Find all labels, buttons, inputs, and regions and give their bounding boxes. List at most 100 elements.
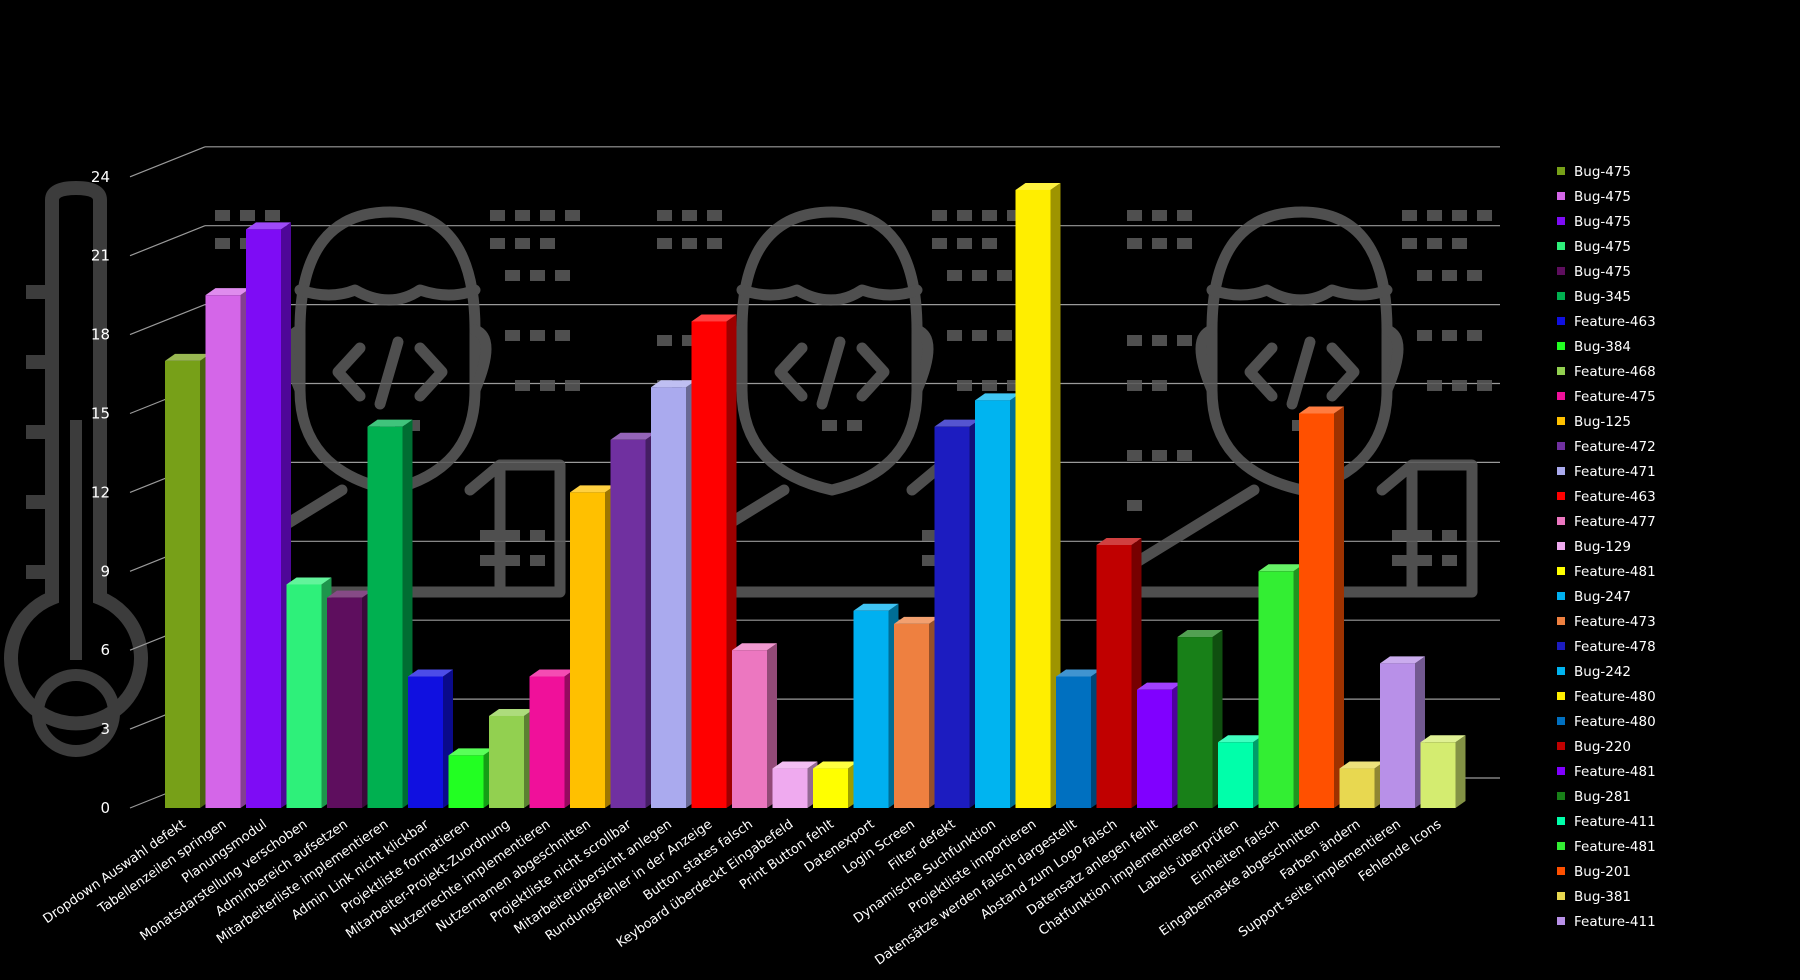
bar [853,603,899,808]
legend-item: Bug-475 [1557,214,1631,230]
legend-item: Bug-345 [1557,289,1631,305]
legend-swatch [1557,267,1565,275]
bar [894,616,939,808]
legend-item: Feature-411 [1557,914,1656,930]
gridline-depth [129,304,206,336]
gridline-depth [129,146,206,178]
legend-label: Bug-281 [1574,789,1631,805]
y-tick-label: 6 [100,641,110,659]
legend-label: Feature-480 [1574,689,1656,705]
legend-label: Bug-247 [1574,589,1631,605]
legend-swatch [1557,817,1565,825]
legend-swatch [1557,392,1565,400]
bar [651,380,696,808]
legend-item: Bug-125 [1557,414,1631,430]
y-axis: 0 3 6 9 12 15 18 21 24 [91,168,110,817]
bar [772,761,818,808]
bar [1420,735,1466,808]
legend-swatch [1557,717,1565,725]
legend-swatch [1557,192,1565,200]
bar [1380,656,1425,808]
legend-item: Feature-468 [1557,364,1656,380]
legend-label: Bug-220 [1574,739,1631,755]
gridline-depth [129,225,206,257]
legend-swatch [1557,792,1565,800]
bar [1177,630,1223,808]
legend-label: Feature-411 [1574,914,1656,930]
legend-label: Bug-475 [1574,264,1631,280]
y-tick-label: 18 [91,326,110,344]
y-tick-label: 21 [91,247,110,265]
legend-label: Feature-463 [1574,489,1656,505]
bar [327,590,372,808]
legend-item: Bug-281 [1557,789,1631,805]
legend-item: Feature-480 [1557,714,1656,730]
legend-swatch [1557,842,1565,850]
legend-item: Bug-475 [1557,164,1631,180]
legend-label: Bug-475 [1574,239,1631,255]
legend-label: Bug-475 [1574,214,1631,230]
legend-label: Feature-477 [1574,514,1656,530]
legend-label: Bug-201 [1574,864,1631,880]
legend-label: Feature-481 [1574,764,1656,780]
legend-item: Bug-201 [1557,864,1631,880]
legend-label: Bug-125 [1574,414,1631,430]
legend-label: Feature-481 [1574,564,1656,580]
legend-label: Feature-471 [1574,464,1656,480]
legend-label: Feature-481 [1574,839,1656,855]
legend-label: Bug-475 [1574,164,1631,180]
legend-swatch [1557,417,1565,425]
legend-item: Bug-475 [1557,189,1631,205]
bar [1056,669,1101,808]
legend-swatch [1557,367,1565,375]
legend-item: Feature-478 [1557,639,1656,655]
legend: Bug-475 Bug-475 Bug-475 Bug-475 Bug-475 Bug-3… [1557,164,1656,930]
bar [975,393,1020,808]
y-tick-label: 0 [100,799,110,817]
legend-label: Feature-463 [1574,314,1656,330]
legend-label: Feature-411 [1574,814,1656,830]
legend-item: Feature-463 [1557,314,1656,330]
thermometer-icon [4,180,148,757]
legend-item: Feature-481 [1557,839,1656,855]
legend-item: Feature-411 [1557,814,1656,830]
legend-item: Feature-473 [1557,614,1656,630]
legend-swatch [1557,292,1565,300]
legend-swatch [1557,517,1565,525]
legend-label: Feature-472 [1574,439,1656,455]
y-tick-label: 24 [91,168,110,186]
legend-swatch [1557,342,1565,350]
legend-swatch [1557,317,1565,325]
legend-swatch [1557,467,1565,475]
legend-item: Feature-480 [1557,689,1656,705]
bar [165,353,210,808]
bar [448,748,494,808]
bar [367,419,413,808]
legend-swatch [1557,542,1565,550]
legend-swatch [1557,242,1565,250]
legend-swatch [1557,692,1565,700]
legend-label: Bug-345 [1574,289,1631,305]
legend-item: Bug-475 [1557,264,1631,280]
legend-swatch [1557,867,1565,875]
legend-label: Bug-475 [1574,189,1631,205]
legend-item: Bug-220 [1557,739,1631,755]
legend-label: Feature-478 [1574,639,1656,655]
legend-label: Feature-475 [1574,389,1656,405]
legend-item: Bug-384 [1557,339,1631,355]
legend-item: Feature-471 [1557,464,1656,480]
bar [286,577,332,808]
legend-swatch [1557,642,1565,650]
legend-swatch [1557,767,1565,775]
bar [813,761,858,808]
bar [1096,538,1142,808]
legend-label: Feature-468 [1574,364,1656,380]
legend-swatch [1557,617,1565,625]
legend-swatch [1557,567,1565,575]
legend-item: Bug-247 [1557,589,1631,605]
y-tick-label: 12 [91,483,110,501]
y-tick-label: 9 [100,562,110,580]
legend-item: Feature-472 [1557,439,1656,455]
